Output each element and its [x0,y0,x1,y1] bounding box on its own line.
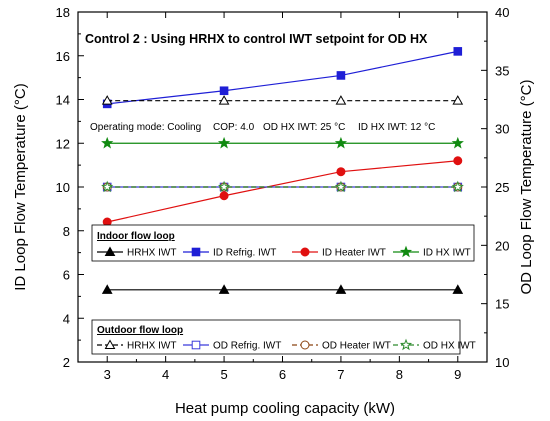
series-line [107,50,458,105]
y-tick-label: 16 [56,49,70,64]
y2-tick-label: 30 [495,122,509,137]
legend-indoor-box [91,224,475,262]
legend-label: ID HX IWT [423,248,471,259]
series-indoor-2 [102,156,463,227]
legend-marker [191,247,201,257]
series-line [107,160,458,223]
legend-entry: HRHX IWT [97,246,176,259]
legend-marker [104,246,116,256]
series-indoor-3 [101,136,464,149]
series-outdoor-4 [101,95,464,105]
y-tick-label: 6 [63,268,70,283]
x-tick-label: 5 [220,367,227,382]
legend-label: OD HX IWT [423,341,476,352]
data-point [219,86,229,96]
legend-marker [191,340,201,350]
data-point [101,180,114,193]
data-point [217,136,231,149]
data-point [451,180,464,193]
y-tick-label: 10 [56,180,70,195]
data-point [218,95,230,105]
legend-indoor-title: Indoor flow loop [97,231,175,242]
data-point [218,284,230,294]
annotation-od-iwt: OD HX IWT: 25 °C [263,122,345,133]
legend-indoor: Indoor flow loop HRHX IWT ID Refrig. IWT I… [91,224,475,262]
y-tick-label: 2 [63,355,70,370]
data-point [453,47,463,56]
data-point [335,284,347,294]
x-tick-label: 4 [162,367,169,382]
legend-label: HRHX IWT [127,341,176,352]
data-point [334,180,348,193]
y-axis-label: ID Loop Flow Temperature (°C) [12,83,29,290]
y2-tick-label: 10 [495,355,509,370]
data-point [219,191,229,201]
data-point [217,180,231,193]
legend-label: ID Refrig. IWT [213,248,276,259]
annotation-cop: COP: 4.0 [213,122,255,133]
legend-entry: HRHX IWT [97,339,176,352]
y-tick-label: 18 [56,5,70,20]
data-point [101,136,114,149]
data-point [452,284,464,294]
legend-entry: OD HX IWT [393,338,476,352]
y-tick-label: 14 [56,93,70,108]
y2-axis-label: OD Loop Flow Temperature (°C) [518,80,535,295]
series-indoor-0 [101,284,464,294]
x-tick-label: 9 [454,367,461,382]
annotation-id-iwt: ID HX IWT: 12 °C [358,122,435,133]
legend-entry: ID HX IWT [393,245,471,259]
y2-tick-label: 15 [495,297,509,312]
y2-tick-label: 35 [495,63,509,78]
data-point [336,71,346,80]
y2-tick-label: 20 [495,238,509,253]
legend-marker [300,340,310,350]
data-point [452,95,464,105]
legend-entry: OD Heater IWT [292,340,391,352]
legend-outdoor-title: Outdoor flow loop [97,325,183,336]
legend-outdoor: Outdoor flow loop HRHX IWT OD Refrig. IWT… [91,319,476,355]
data-point [101,284,113,294]
x-tick-label: 3 [104,367,111,382]
legend-marker [399,338,413,351]
legend-outdoor-box [91,319,461,355]
annotation-operating-conditions: Operating mode: Cooling COP: 4.0 OD HX I… [90,122,435,133]
legend-marker [399,245,413,258]
x-axis-label: Heat pump cooling capacity (kW) [175,400,395,417]
legend-label: OD Heater IWT [322,341,391,352]
legend-entry: ID Heater IWT [292,247,386,259]
y2-tick-label: 25 [495,180,509,195]
data-point [335,95,347,105]
data-point [336,167,346,177]
annotation-mode: Operating mode: Cooling [90,122,201,133]
data-point [451,136,464,149]
x-tick-label: 6 [279,367,286,382]
y-tick-label: 4 [63,311,70,326]
legend-label: HRHX IWT [127,248,176,259]
data-point [453,156,463,166]
data-point [101,95,113,105]
y-tick-label: 8 [63,224,70,239]
legend-entry: ID Refrig. IWT [183,248,276,259]
legend-label: ID Heater IWT [322,248,386,259]
series-outdoor-7 [101,180,464,193]
legend-marker [300,247,310,257]
y-tick-label: 12 [56,136,70,151]
legend-entry: OD Refrig. IWT [183,341,281,352]
x-tick-label: 8 [396,367,403,382]
legend-marker [104,339,116,349]
x-tick-label: 7 [337,367,344,382]
y2-tick-label: 40 [495,5,509,20]
chart-title: Control 2 : Using HRHX to control IWT se… [85,32,428,46]
legend-label: OD Refrig. IWT [213,341,281,352]
data-point [334,136,348,149]
